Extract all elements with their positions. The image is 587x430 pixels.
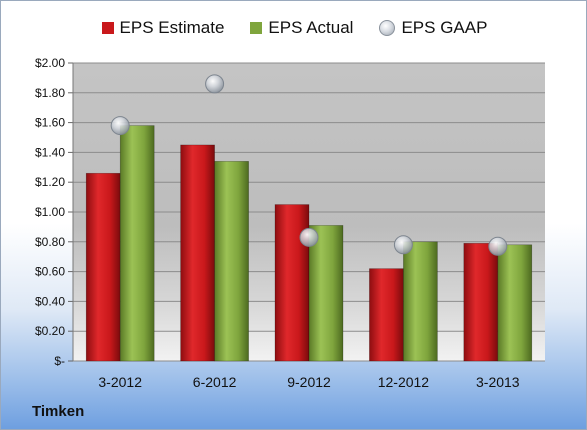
bar-eps-estimate [274,204,310,362]
y-tick-label: $1.00 [35,205,65,219]
marker-eps-gaap [299,227,319,247]
y-tick-label: $1.40 [35,145,65,159]
x-tick-label: 6-2012 [193,374,237,390]
y-tick-label: $1.80 [35,86,65,100]
x-tick-label: 9-2012 [287,374,331,390]
bar-eps-actual [214,161,249,362]
company-name: Timken [32,403,85,420]
y-tick-label: $- [54,354,65,368]
bar-eps-actual [119,125,155,362]
bar-eps-actual [308,225,344,362]
y-tick-label: $2.00 [35,56,65,70]
bar-eps-actual [497,244,533,362]
legend-swatch-actual [250,22,263,34]
marker-eps-gaap [110,116,130,136]
y-tick-label: $0.40 [35,294,65,308]
y-tick-label: $0.80 [35,235,65,249]
legend-item-gaap: EPS GAAP [379,18,487,38]
x-tick-label: 3-2013 [476,374,520,390]
legend-swatch-estimate [101,22,114,34]
y-tick-label: $1.60 [35,116,65,130]
y-tick-label: $1.20 [35,175,65,189]
x-tick-label: 12-2012 [378,374,430,390]
marker-eps-gaap [488,236,508,256]
bar-eps-estimate [85,172,121,362]
bar-eps-estimate [180,144,215,362]
x-tick-label: 3-2012 [98,374,142,390]
y-tick-label: $0.60 [35,265,65,279]
y-tick-label: $0.20 [35,324,65,338]
legend-marker-gaap [379,20,396,36]
legend-label-gaap: EPS GAAP [401,18,488,37]
legend-item-actual: EPS Actual [250,18,353,38]
bar-eps-actual [403,241,438,362]
marker-eps-gaap [393,235,413,255]
chart-legend: EPS Estimate EPS Actual EPS GAAP [1,18,586,38]
legend-label-actual: EPS Actual [268,18,354,37]
legend-item-estimate: EPS Estimate [101,18,225,38]
marker-eps-gaap [205,74,225,94]
legend-label-estimate: EPS Estimate [119,18,225,37]
bar-eps-estimate [463,242,499,362]
bar-eps-estimate [369,268,404,362]
